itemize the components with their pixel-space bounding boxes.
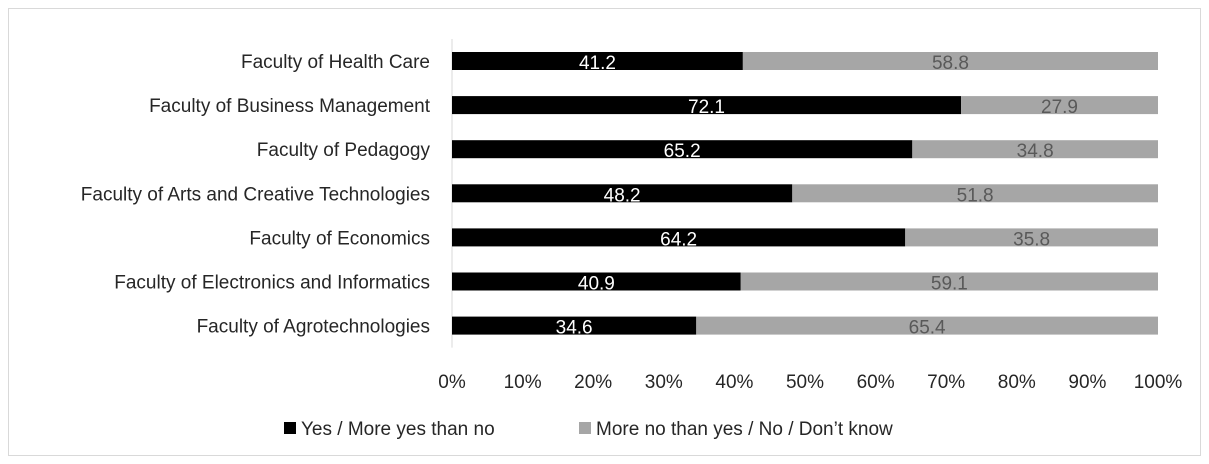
x-tick-label: 10% — [504, 372, 542, 393]
data-label: 40.9 — [578, 274, 615, 295]
category-label: Faculty of Electronics and Informatics — [114, 273, 430, 294]
x-tick-label: 40% — [715, 372, 753, 393]
chart-frame: Faculty of Health Care Faculty of Busines… — [8, 8, 1201, 456]
x-tick-label: 70% — [927, 372, 965, 393]
legend-swatch — [579, 422, 591, 434]
data-label: 27.9 — [1041, 97, 1078, 118]
x-tick-label: 30% — [645, 372, 683, 393]
x-tick-label: 80% — [998, 372, 1036, 393]
category-labels: Faculty of Health Care Faculty of Busines… — [81, 52, 431, 338]
data-label: 35.8 — [1013, 229, 1050, 250]
data-label: 72.1 — [688, 97, 725, 118]
legend-label: More no than yes / No / Don’t know — [596, 419, 893, 440]
x-tick-label: 50% — [786, 372, 824, 393]
x-tick-label: 0% — [438, 372, 466, 393]
data-label: 34.8 — [1017, 141, 1054, 162]
stacked-bar-chart: Faculty of Health Care Faculty of Busines… — [9, 9, 1202, 457]
data-label: 34.6 — [556, 318, 593, 339]
x-tick-label: 60% — [857, 372, 895, 393]
data-label: 65.4 — [909, 318, 946, 339]
legend-swatch — [284, 422, 296, 434]
data-label: 51.8 — [957, 185, 994, 206]
legend-label: Yes / More yes than no — [301, 419, 495, 440]
data-label: 64.2 — [660, 229, 697, 250]
category-label: Faculty of Health Care — [241, 52, 430, 73]
category-label: Faculty of Economics — [249, 228, 430, 249]
data-label: 41.2 — [579, 53, 616, 74]
data-label: 48.2 — [604, 185, 641, 206]
x-tick-label: 100% — [1134, 372, 1183, 393]
category-label: Faculty of Business Management — [149, 96, 431, 117]
x-tick-label: 90% — [1068, 372, 1106, 393]
category-label: Faculty of Arts and Creative Technologie… — [81, 184, 430, 205]
category-label: Faculty of Agrotechnologies — [197, 317, 430, 338]
data-label: 58.8 — [932, 53, 969, 74]
data-label: 65.2 — [664, 141, 701, 162]
category-label: Faculty of Pedagogy — [257, 140, 431, 161]
legend: Yes / More yes than no More no than yes /… — [284, 419, 893, 440]
x-tick-label: 20% — [574, 372, 612, 393]
data-label: 59.1 — [931, 274, 968, 295]
bars — [452, 52, 1158, 335]
x-axis-ticks: 0% 10% 20% 30% 40% 50% 60% 70% 80% 90% 100% — [438, 372, 1182, 393]
